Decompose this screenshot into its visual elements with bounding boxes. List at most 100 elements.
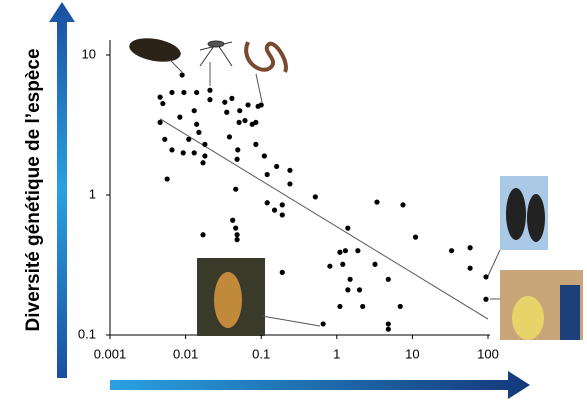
data-point <box>222 100 227 105</box>
illustrations <box>127 35 583 340</box>
data-point <box>348 277 353 282</box>
data-point <box>158 120 163 125</box>
data-point <box>280 270 285 275</box>
data-point <box>196 130 201 135</box>
photo-figure <box>512 296 544 340</box>
data-point <box>169 147 174 152</box>
chart: Diversité génétique de l’espèce 0.0010.0… <box>0 0 587 404</box>
data-point <box>194 90 199 95</box>
data-point <box>194 122 199 127</box>
data-point <box>230 218 235 223</box>
photo-figure <box>560 285 580 340</box>
y-arrow <box>49 2 75 378</box>
data-point <box>280 202 285 207</box>
data-point <box>237 108 242 113</box>
y-tick-label: 10 <box>82 46 96 61</box>
data-point <box>360 304 365 309</box>
data-point <box>386 277 391 282</box>
data-point <box>327 264 332 269</box>
mussel-image <box>127 35 182 66</box>
data-point <box>340 262 345 267</box>
x-arrow <box>110 371 530 399</box>
penguin-shape <box>527 194 545 242</box>
data-point <box>483 297 488 302</box>
worm-image <box>246 42 286 72</box>
data-point <box>227 134 232 139</box>
x-tick-label: 1 <box>333 346 340 361</box>
data-point <box>259 102 264 107</box>
data-point <box>233 187 238 192</box>
data-point <box>468 245 473 250</box>
data-point <box>386 321 391 326</box>
data-point <box>337 304 342 309</box>
data-point <box>235 157 240 162</box>
data-point <box>200 232 205 237</box>
data-point <box>253 120 258 125</box>
data-point <box>162 137 167 142</box>
data-point <box>236 120 241 125</box>
seahorse-shape <box>214 272 242 328</box>
data-point <box>343 248 348 253</box>
penguin-shape <box>506 188 526 240</box>
data-point <box>235 237 240 242</box>
data-point <box>202 142 207 147</box>
leader-line <box>488 250 500 276</box>
data-point <box>372 262 377 267</box>
x-tick-label: 0.01 <box>173 346 198 361</box>
data-point <box>280 212 285 217</box>
mosquito-image <box>200 41 232 66</box>
data-point <box>207 97 212 102</box>
data-point <box>160 101 165 106</box>
data-point <box>287 181 292 186</box>
data-point <box>449 248 454 253</box>
data-point <box>169 90 174 95</box>
data-point <box>158 95 163 100</box>
page: {"chart_data": {"type": "scatter", "y_ax… <box>0 0 587 404</box>
data-point <box>337 250 342 255</box>
data-point <box>265 200 270 205</box>
data-point <box>265 172 270 177</box>
leader-line <box>256 74 262 102</box>
y-tick-label: 1 <box>89 186 96 201</box>
data-point <box>202 153 207 158</box>
data-point <box>287 168 292 173</box>
x-tick-label: 100 <box>477 346 499 361</box>
data-point <box>272 208 277 213</box>
x-tick-label: 0.1 <box>252 346 270 361</box>
data-point <box>253 142 258 147</box>
data-point <box>180 72 185 77</box>
leader-line <box>170 60 182 72</box>
data-point <box>374 199 379 204</box>
data-point <box>400 202 405 207</box>
x-tick-label: 10 <box>405 346 419 361</box>
data-point <box>345 226 350 231</box>
data-point <box>165 176 170 181</box>
data-point <box>483 274 488 279</box>
data-point <box>386 327 391 332</box>
data-point <box>229 96 234 101</box>
data-point <box>357 287 362 292</box>
data-point <box>468 266 473 271</box>
data-point <box>224 110 229 115</box>
data-point <box>177 115 182 120</box>
data-point <box>186 137 191 142</box>
y-tick-label: 0.1 <box>78 326 96 341</box>
data-point <box>192 108 197 113</box>
data-point <box>413 235 418 240</box>
data-point <box>207 88 212 93</box>
data-point <box>192 150 197 155</box>
data-point <box>242 118 247 123</box>
data-point <box>235 147 240 152</box>
leader-line <box>262 316 320 326</box>
data-point <box>245 102 250 107</box>
data-point <box>235 232 240 237</box>
data-point <box>181 90 186 95</box>
data-point <box>321 321 326 326</box>
data-point <box>345 287 350 292</box>
data-point <box>274 164 279 169</box>
data-point <box>262 153 267 158</box>
data-point <box>200 160 205 165</box>
data-point <box>181 150 186 155</box>
x-tick-label: 0.001 <box>94 346 127 361</box>
data-point <box>233 226 238 231</box>
